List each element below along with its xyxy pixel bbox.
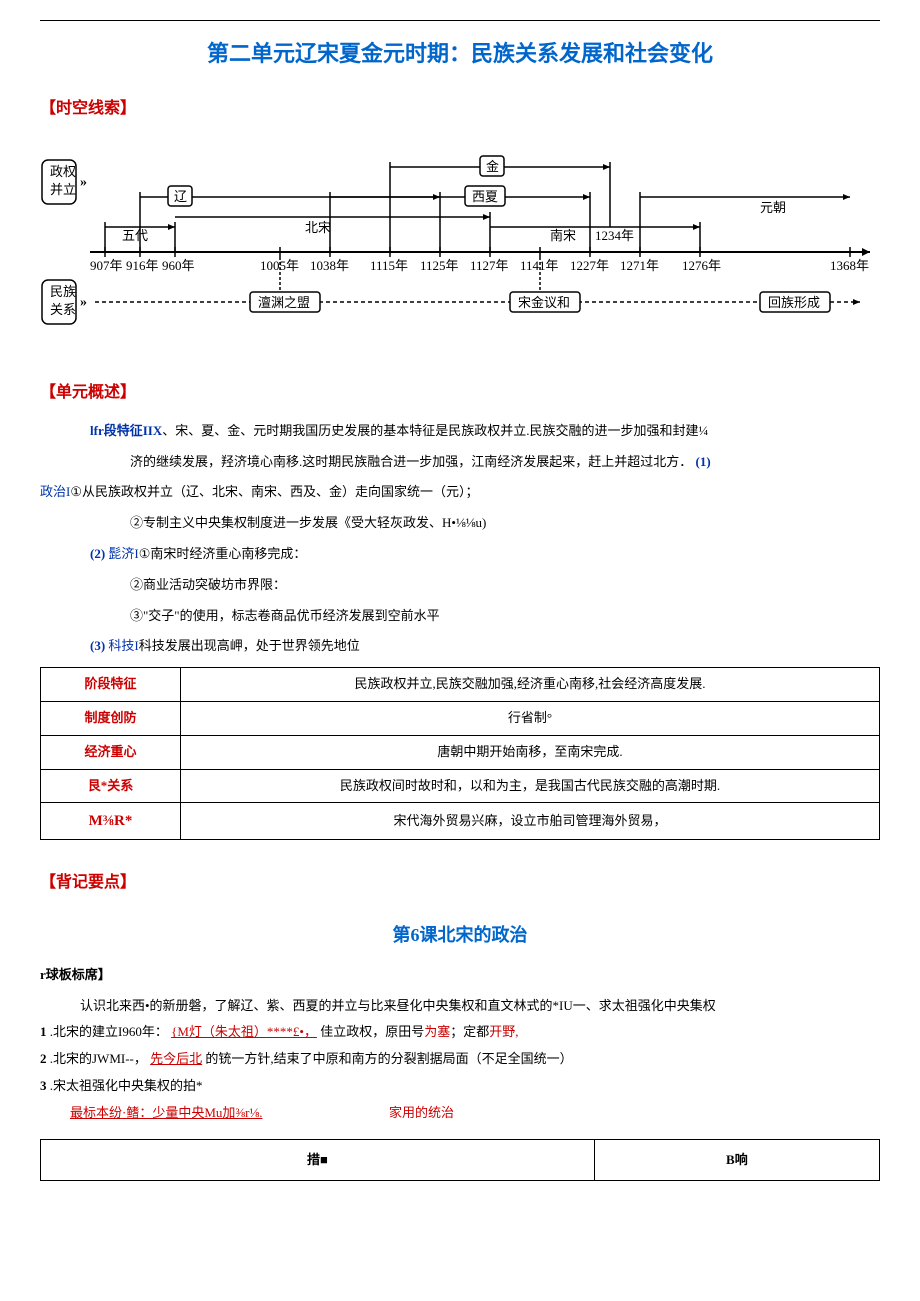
course-standard-label: r球板标席】	[40, 965, 880, 986]
svg-text:907年: 907年	[90, 258, 123, 273]
bottom-col2: B响	[594, 1139, 879, 1181]
svg-text:辽: 辽	[174, 189, 187, 204]
feature-label: M⅜R*	[41, 803, 181, 840]
list-item-2: 2 .北宋的JWMI--， 先今后北 的铳一方针,结束了中原和南方的分裂割据局面…	[40, 1049, 880, 1070]
svg-text:民族: 民族	[50, 284, 76, 299]
svg-text:关系: 关系	[50, 302, 76, 317]
table-row: 措■ B响	[41, 1139, 880, 1181]
summary-p2b: ②商业活动突破坊市界限：	[40, 575, 880, 596]
feature-value: 民族政权间时故时和，以和为主，是我国古代民族交融的高潮时期.	[181, 769, 880, 803]
feature-label: 阶段特征	[41, 668, 181, 702]
timeline-section-header: 【时空线索】	[40, 96, 880, 122]
timeline-diagram: 政权 并立 » 民族 关系 » 907年 916年 960年 1005年 103…	[40, 142, 880, 350]
feature-table: 阶段特征 民族政权并立,民族交融加强,经济重心南移,社会经济高度发展. 制度创防…	[40, 667, 880, 840]
svg-text:1115年: 1115年	[370, 258, 408, 273]
svg-text:1125年: 1125年	[420, 258, 459, 273]
svg-text:1276年: 1276年	[682, 258, 721, 273]
summary-p2c: ③"交子"的使用，标志卷商品优币经济发展到空前水平	[40, 606, 880, 627]
summary-intro2: 济的继续发展，羟济境心南移.这时期民族融合进一步加强，江南经济发展起来，赶上并超…	[40, 452, 880, 473]
feature-label: 制度创防	[41, 701, 181, 735]
svg-text:1141年: 1141年	[520, 258, 559, 273]
intro-label: lfr段特征IIX	[90, 423, 162, 438]
svg-text:宋金议和: 宋金议和	[518, 295, 570, 310]
memo-section-header: 【背记要点】	[40, 870, 880, 896]
table-row: M⅜R* 宋代海外贸易兴麻，设立市舶司管理海外贸易，	[41, 803, 880, 840]
summary-section-header: 【单元概述】	[40, 380, 880, 406]
timeline-svg: 政权 并立 » 民族 关系 » 907年 916年 960年 1005年 103…	[40, 142, 880, 342]
svg-text:北宋: 北宋	[305, 220, 331, 235]
summary-p1: 政治I①从民族政权并立（辽、北宋、南宋、西及、金）走向国家统一（元）；	[40, 482, 880, 503]
summary-p2: (2) 髭济I①南宋时经济重心南移完成：	[40, 544, 880, 565]
list-item-3: 3 .宋太祖强化中央集权的拍*	[40, 1076, 880, 1097]
course-standard-text: 认识北来西•的新册磐，了解辽、紫、西夏的并立与比来昼化中央集权和直文林式的*IU…	[40, 996, 880, 1017]
svg-text:»: »	[80, 295, 87, 310]
svg-text:并立: 并立	[50, 182, 76, 197]
summary-intro: lfr段特征IIX、宋、夏、金、元时期我国历史发展的基本特征是民族政权并立.民族…	[40, 421, 880, 442]
page-title: 第二单元辽宋夏金元时期：民族关系发展和社会变化	[40, 36, 880, 71]
svg-text:1005年: 1005年	[260, 258, 299, 273]
table-row: 阶段特征 民族政权并立,民族交融加强,经济重心南移,社会经济高度发展.	[41, 668, 880, 702]
feature-value: 行省制°	[181, 701, 880, 735]
svg-text:1271年: 1271年	[620, 258, 659, 273]
intro-text: 、宋、夏、金、元时期我国历史发展的基本特征是民族政权并立.民族交融的进一步加强和…	[162, 423, 708, 438]
feature-value: 唐朝中期开始南移，至南宋完成.	[181, 735, 880, 769]
svg-text:1234年: 1234年	[595, 228, 634, 243]
svg-text:回族形成: 回族形成	[768, 295, 820, 310]
top-rule	[40, 20, 880, 21]
table-row: 制度创防 行省制°	[41, 701, 880, 735]
feature-label: 艮*关系	[41, 769, 181, 803]
svg-text:1368年: 1368年	[830, 258, 869, 273]
table-row: 经济重心 唐朝中期开始南移，至南宋完成.	[41, 735, 880, 769]
svg-text:澶渊之盟: 澶渊之盟	[258, 295, 310, 310]
svg-text:西夏: 西夏	[472, 189, 498, 204]
feature-value: 民族政权并立,民族交融加强,经济重心南移,社会经济高度发展.	[181, 668, 880, 702]
svg-text:五代: 五代	[122, 228, 148, 243]
svg-text:金: 金	[486, 159, 499, 174]
svg-text:南宋: 南宋	[550, 228, 576, 243]
feature-label: 经济重心	[41, 735, 181, 769]
bottom-table: 措■ B响	[40, 1139, 880, 1182]
summary-p3: (3) 科技I科技发展出现高岬，处于世界领先地位	[40, 636, 880, 657]
lesson6-title: 第6课北宋的政治	[40, 921, 880, 950]
svg-text:1227年: 1227年	[570, 258, 609, 273]
svg-text:960年: 960年	[162, 258, 195, 273]
svg-text:1038年: 1038年	[310, 258, 349, 273]
bottom-col1: 措■	[41, 1139, 595, 1181]
svg-text:916年: 916年	[126, 258, 159, 273]
bottom-red-line: 最标本纷·鳍：少量中央Mu加⅜r⅛. 家用的统治	[40, 1103, 880, 1124]
svg-text:元朝: 元朝	[760, 200, 786, 215]
svg-text:1127年: 1127年	[470, 258, 509, 273]
summary-p1b: ②专制主义中央集权制度进一步发展《受大轻灰政发、H•⅛⅛u)	[40, 513, 880, 534]
svg-text:»: »	[80, 175, 87, 190]
feature-value: 宋代海外贸易兴麻，设立市舶司管理海外贸易，	[181, 803, 880, 840]
table-row: 艮*关系 民族政权间时故时和，以和为主，是我国古代民族交融的高潮时期.	[41, 769, 880, 803]
list-item-1: 1 .北宋的建立I960年： {M灯（朱太祖）****£•， 佳立政权，原田号为…	[40, 1022, 880, 1043]
svg-text:政权: 政权	[50, 164, 76, 179]
